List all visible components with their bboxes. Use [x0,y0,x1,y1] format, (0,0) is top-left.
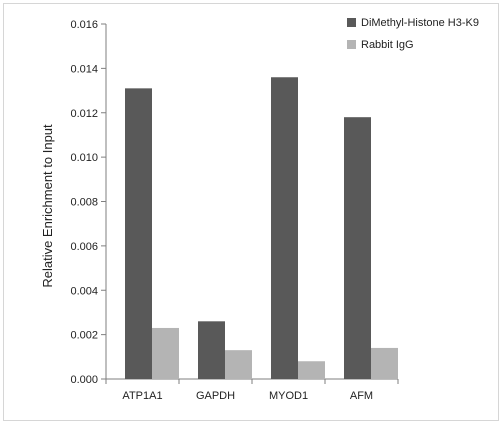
bar [125,88,152,379]
y-tick-label: 0.016 [70,19,98,31]
y-tick-label: 0.004 [70,285,98,297]
legend-swatch [347,40,356,49]
bar [198,321,225,379]
y-tick-label: 0.014 [70,63,98,75]
legend: DiMethyl-Histone H3-K9 Rabbit IgG [347,17,479,51]
legend-label: DiMethyl-Histone H3-K9 [361,17,479,29]
bar [152,327,179,379]
x-tick-label: GAPDH [196,390,235,402]
bar [298,361,325,379]
x-axis: ATP1A1 GAPDH MYOD1 AFM [105,378,399,402]
y-tick-label: 0.000 [70,374,98,386]
y-axis-label: Relative Enrichment to Input [40,124,55,288]
x-tick-label: AFM [350,390,373,402]
y-tick-label: 0.010 [70,152,98,164]
bars [125,77,398,379]
y-tick-label: 0.012 [70,108,98,120]
bar [225,350,252,379]
y-tick-label: 0.008 [70,197,98,209]
x-tick-label: ATP1A1 [122,390,162,402]
legend-swatch [347,18,356,27]
y-tick-label: 0.002 [70,330,98,342]
legend-label: Rabbit IgG [361,39,414,51]
bar [271,77,298,379]
x-tick-label: MYOD1 [269,390,308,402]
y-tick-label: 0.006 [70,241,98,253]
bar [371,347,398,379]
bar [344,117,371,379]
y-axis: 0.000 0.002 0.004 0.006 0.008 0.010 0.012 0.014… [70,19,107,386]
